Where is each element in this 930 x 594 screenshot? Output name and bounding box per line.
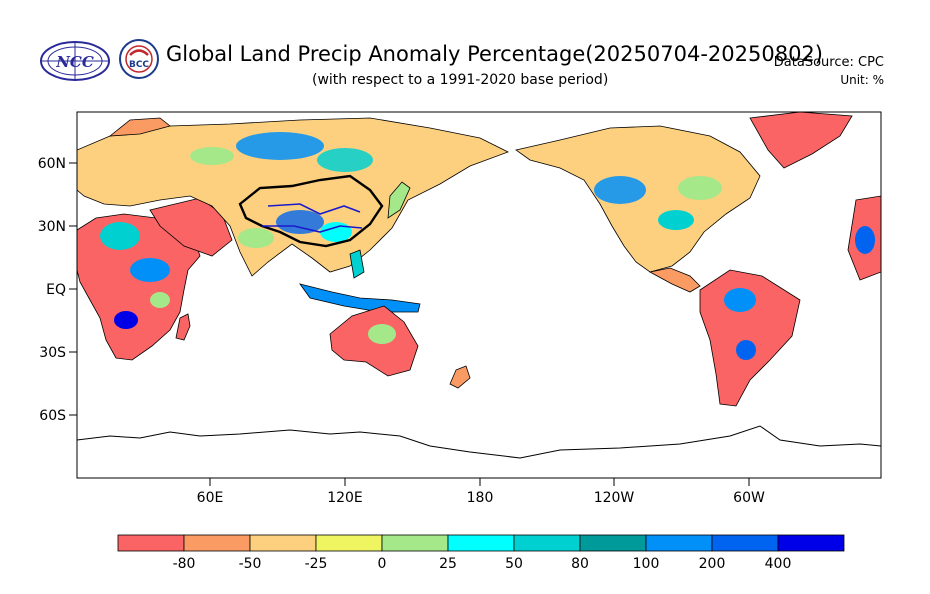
colorbar-label: -25 xyxy=(305,556,328,572)
colorbar-swatch xyxy=(315,534,383,552)
land-central-america xyxy=(648,267,701,293)
colorbar-swatch xyxy=(711,534,779,552)
colorbar-swatch xyxy=(183,534,251,552)
land-new-zealand xyxy=(449,365,471,389)
colorbar-swatch xyxy=(249,534,317,552)
colorbar-swatch xyxy=(777,534,845,552)
lat-label-30n: 30N xyxy=(38,219,66,235)
yellow-river xyxy=(267,203,361,215)
lon-axis: 60E 120E 180 120W 60W xyxy=(197,478,765,506)
colorbar-label: -80 xyxy=(173,556,196,572)
colorbar-label: 400 xyxy=(765,556,792,572)
colorbar-swatch xyxy=(381,534,449,552)
data-source-label: DataSource: CPC xyxy=(773,55,884,70)
lat-label-30s: 30S xyxy=(39,345,66,361)
colorbar-label: 25 xyxy=(439,556,457,572)
colorbar: -80 -50 -25 0 25 50 80 100 200 400 xyxy=(117,534,845,572)
colorbar-swatch xyxy=(117,534,185,552)
land-scandinavia xyxy=(108,117,171,137)
lon-label-60w: 60W xyxy=(733,490,765,506)
svg-text:BCC: BCC xyxy=(129,60,149,70)
colorbar-label: -50 xyxy=(239,556,262,572)
colorbar-label: 200 xyxy=(699,556,726,572)
map-title: Global Land Precip Anomaly Percentage(20… xyxy=(166,42,823,66)
land-japan xyxy=(387,181,411,219)
lon-label-60e: 60E xyxy=(197,490,224,506)
bcc-logo: BCC xyxy=(119,39,159,79)
lat-label-60s: 60S xyxy=(39,408,66,424)
svg-text:NCC: NCC xyxy=(55,53,94,71)
lon-label-180: 180 xyxy=(467,490,494,506)
lon-label-120e: 120E xyxy=(327,490,363,506)
lat-label-60n: 60N xyxy=(38,156,66,172)
map-subtitle: (with respect to a 1991-2020 base period… xyxy=(312,72,609,88)
yangtze-river xyxy=(262,225,363,233)
china-border xyxy=(238,174,384,248)
map-frame xyxy=(76,111,882,479)
colorbar-swatch xyxy=(513,534,581,552)
colorbar-label: 0 xyxy=(378,556,387,572)
colorbar-label: 80 xyxy=(571,556,589,572)
antarctica-coastline xyxy=(77,425,881,459)
colorbar-label: 50 xyxy=(505,556,523,572)
lat-label-eq: EQ xyxy=(46,282,66,298)
lon-label-120w: 120W xyxy=(594,490,635,506)
colorbar-swatch xyxy=(579,534,647,552)
land-madagascar xyxy=(175,313,191,341)
colorbar-swatch xyxy=(645,534,713,552)
lat-axis: 60N 30N EQ 30S 60S xyxy=(38,156,77,424)
colorbar-swatch xyxy=(447,534,515,552)
colorbar-label: 100 xyxy=(633,556,660,572)
land-philippines xyxy=(349,249,365,279)
map-body xyxy=(77,112,881,478)
ncc-logo: NCC xyxy=(40,41,110,81)
wet-anomaly-patches xyxy=(100,132,875,360)
land-eurasia xyxy=(77,117,510,277)
land-greenland xyxy=(749,112,853,169)
unit-label: Unit: % xyxy=(840,73,884,87)
land-indonesia xyxy=(299,283,421,313)
